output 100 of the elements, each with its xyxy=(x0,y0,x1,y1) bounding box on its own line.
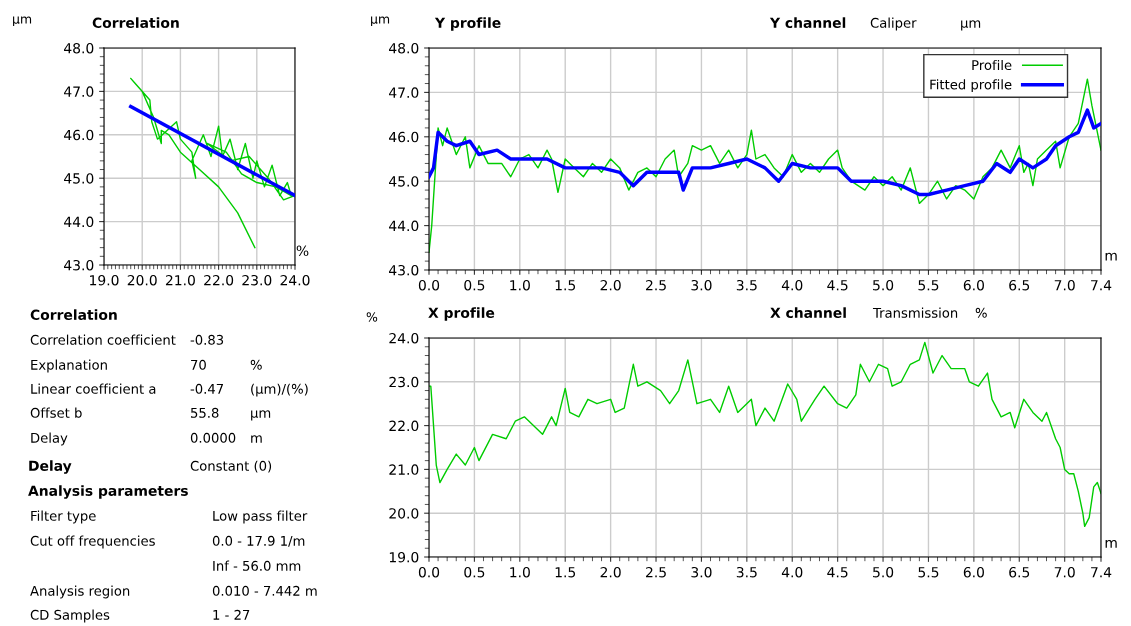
y-tick-label: 47.0 xyxy=(389,87,419,98)
x-tick-label: 5.0 xyxy=(873,566,894,578)
x-tick-label: 2.5 xyxy=(646,566,666,578)
y-tick-label: 46.0 xyxy=(389,131,419,143)
x-tick-label: 0.5 xyxy=(464,279,485,291)
x-tick-label: 5.5 xyxy=(918,280,939,291)
x-tick-label: 20.0 xyxy=(127,274,157,286)
text: Analysis parameters xyxy=(28,485,188,499)
text: Correlation coefficient xyxy=(30,334,176,345)
x-tick-label: 2.5 xyxy=(646,279,666,291)
x-tick-label: 7.0 xyxy=(1054,566,1075,578)
text: Delay xyxy=(31,432,68,446)
x-tick-label: 0.0 xyxy=(418,566,440,578)
text: 0.0 - 17.9 1/m xyxy=(212,535,305,547)
y-tick-label: 46.0 xyxy=(64,129,94,141)
x-tick-label: 22.0 xyxy=(204,274,234,286)
text: -0.47 xyxy=(190,383,224,394)
text: Cut off frequencies xyxy=(30,535,155,549)
x-tick-label: 3.5 xyxy=(736,566,757,578)
x-tick-label: 2.0 xyxy=(600,279,621,291)
text: 0.0000 xyxy=(190,432,236,443)
text: Transmission xyxy=(872,307,958,318)
x-axis-title: % xyxy=(296,245,309,257)
x-tick-label: 7.0 xyxy=(1054,279,1075,291)
x-tick-label: 6.5 xyxy=(1009,566,1030,578)
chart-title: X profile xyxy=(428,307,495,321)
x-tick-label: 3.5 xyxy=(736,279,757,291)
y-axis-title: µm xyxy=(371,16,390,27)
text: 55.8 xyxy=(191,407,219,418)
x-tick-label: 2.0 xyxy=(600,566,621,578)
line-series xyxy=(130,77,295,249)
x-axis-title: m xyxy=(1105,252,1117,261)
y-tick-label: 47.0 xyxy=(64,86,94,97)
text: -0.83 xyxy=(190,334,224,345)
text: Correlation xyxy=(30,309,117,321)
chart-subtitle: Y channel xyxy=(769,17,846,29)
x-axis-title: m xyxy=(1105,539,1117,548)
y-tick-label: 22.0 xyxy=(389,420,419,432)
y-tick-label: 21.0 xyxy=(389,464,419,475)
x-tick-label: 7.4 xyxy=(1091,280,1112,291)
x-tick-label: 19.0 xyxy=(90,274,119,286)
x-tick-label: 6.0 xyxy=(963,279,984,291)
x-tick-label: 24.0 xyxy=(280,274,310,286)
x-tick-label: 23.0 xyxy=(242,274,272,286)
y-tick-label: 43.0 xyxy=(64,259,94,271)
x-tick-label: 3.0 xyxy=(691,566,712,578)
chart-subtitle: X channel xyxy=(770,307,846,319)
text: Low pass filter xyxy=(213,510,308,524)
text: % xyxy=(975,307,987,318)
x-tick-label: 21.0 xyxy=(165,274,195,286)
y-tick-label: 19.0 xyxy=(389,551,419,563)
text: Delay xyxy=(29,460,72,474)
x-tick-label: 5.5 xyxy=(918,567,939,578)
text: 1 - 27 xyxy=(213,609,250,620)
x-tick-label: 1.5 xyxy=(555,567,576,578)
x-tick-label: 4.5 xyxy=(827,567,848,578)
x-tick-label: 5.0 xyxy=(873,279,894,291)
text: Constant (0) xyxy=(190,460,272,473)
x-tick-label: 4.0 xyxy=(781,566,803,578)
x-tick-label: 4.0 xyxy=(781,279,803,291)
text: µm xyxy=(251,410,271,421)
text: Caliper xyxy=(870,17,917,31)
text: (µm)/(%) xyxy=(251,383,308,397)
text: Explanation xyxy=(31,359,107,373)
text: Inf - 56.0 mm xyxy=(213,560,301,571)
text: Filter type xyxy=(31,510,96,524)
y-tick-label: 20.0 xyxy=(389,508,419,519)
text: CD Samples xyxy=(30,609,110,623)
chart-title: Y profile xyxy=(434,17,501,31)
text: 70 xyxy=(191,359,206,370)
x-tick-label: 6.0 xyxy=(963,566,984,578)
x-tick-label: 6.5 xyxy=(1009,279,1030,291)
x-tick-label: 0.0 xyxy=(418,279,440,291)
y-tick-label: 23.0 xyxy=(389,376,419,388)
x-tick-label: 1.5 xyxy=(555,280,576,291)
text: Linear coefficient a xyxy=(31,383,156,394)
y-axis-title: % xyxy=(366,312,378,322)
text: 0.010 - 7.442 m xyxy=(212,585,317,596)
y-tick-label: 24.0 xyxy=(389,332,419,344)
legend-label: Fitted profile xyxy=(930,79,1012,93)
x-tick-label: 1.0 xyxy=(510,279,530,291)
legend-label: Profile xyxy=(972,59,1012,71)
y-tick-label: 48.0 xyxy=(64,42,94,54)
text: Analysis region xyxy=(30,585,130,599)
text: µm xyxy=(961,20,981,31)
x-tick-label: 0.5 xyxy=(464,566,485,578)
text: % xyxy=(250,359,262,370)
y-tick-label: 48.0 xyxy=(389,42,419,54)
x-tick-label: 1.0 xyxy=(510,566,530,578)
text: m xyxy=(251,435,262,443)
chart-title: Correlation xyxy=(92,17,179,29)
y-axis-title: µm xyxy=(13,16,32,27)
y-tick-label: 45.0 xyxy=(389,176,419,187)
x-tick-label: 3.0 xyxy=(691,279,712,291)
x-tick-label: 4.5 xyxy=(827,280,848,291)
y-tick-label: 43.0 xyxy=(389,264,419,276)
y-tick-label: 44.0 xyxy=(64,216,94,228)
x-tick-label: 7.4 xyxy=(1091,567,1112,578)
y-tick-label: 44.0 xyxy=(389,220,419,232)
line-series xyxy=(429,108,1101,197)
